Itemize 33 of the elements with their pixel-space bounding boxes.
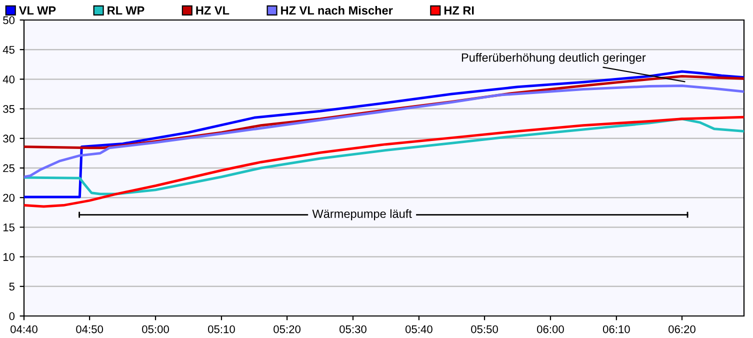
y-tick-label: 10 [3, 253, 15, 261]
line-series [24, 118, 744, 196]
x-tick-label: 05:30 [340, 325, 366, 334]
y-tick-label: 0 [9, 312, 15, 320]
line-series [24, 70, 744, 198]
legend-label: HZ VL [196, 6, 230, 15]
x-tick-label: 04:40 [10, 325, 38, 334]
x-tick-label: 05:10 [208, 325, 235, 334]
annotation: Pufferüberhöhung deutlich geringer [462, 53, 646, 64]
y-tick-label: 30 [3, 134, 15, 143]
legend-label: RL WP [108, 6, 144, 15]
y-tick-label: 5 [9, 282, 15, 291]
x-tick-label: 06:10 [602, 325, 630, 334]
x-tick-label: 04:50 [76, 325, 104, 334]
annotation: Wärmepumpe läuft [312, 209, 412, 220]
line-series [24, 116, 744, 208]
x-tick-label: 05:40 [405, 325, 432, 334]
y-tick-label: 45 [2, 46, 15, 54]
line-series [24, 84, 744, 178]
x-tick-label: 06:20 [668, 325, 696, 334]
y-tick-label: 50 [3, 16, 15, 24]
y-tick-label: 25 [3, 164, 15, 172]
y-tick-label: 40 [2, 75, 15, 84]
legend-label: VL WP [18, 6, 56, 15]
y-tick-label: 20 [3, 194, 15, 202]
x-tick-label: 05:20 [274, 325, 301, 334]
x-tick-label: 05:00 [142, 325, 169, 334]
x-tick-label: 05:50 [471, 325, 498, 334]
legend-label: HZ RI [444, 6, 474, 15]
y-tick-label: 15 [3, 224, 15, 232]
y-tick-label: 35 [3, 105, 15, 113]
x-tick-label: 06:00 [537, 325, 564, 334]
legend-label: HZ VL nach Mischer [281, 6, 393, 15]
